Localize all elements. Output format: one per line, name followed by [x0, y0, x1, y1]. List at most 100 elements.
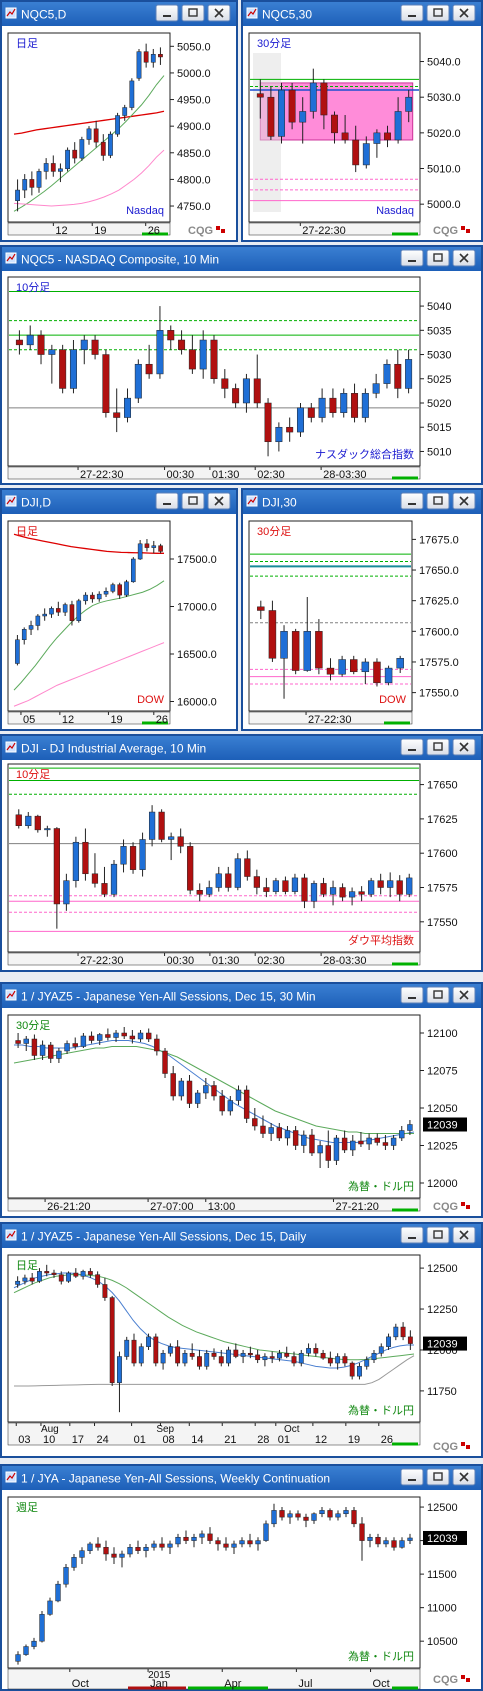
candle [342, 1353, 348, 1367]
candle [225, 866, 232, 892]
timeframe-label: 30分足 [16, 1019, 50, 1032]
y-tick-label: 12500 [427, 1263, 458, 1275]
close-button[interactable] [452, 1468, 476, 1486]
candle [210, 335, 218, 384]
minimize-button[interactable] [400, 986, 424, 1004]
maximize-button[interactable] [426, 1226, 450, 1244]
plot-area[interactable] [7, 1496, 421, 1669]
maximize-button[interactable] [181, 4, 205, 22]
candle [120, 839, 127, 873]
maximize-button[interactable] [426, 249, 450, 267]
candle [178, 1078, 185, 1101]
chart-window-nqc5-30: NQC5,30 5040.0 5030.0 5020.0 5010.0 5000.0 30分… [241, 0, 483, 242]
candle [221, 369, 229, 399]
plot-area[interactable] [7, 763, 421, 953]
candle [124, 579, 129, 597]
x-tick-label: 01:30 [212, 469, 240, 481]
close-button[interactable] [207, 492, 231, 510]
candle [399, 1537, 405, 1549]
candle [196, 883, 203, 902]
candle [396, 655, 404, 673]
candle [22, 1274, 28, 1285]
cqg-logo: CQG [433, 1201, 458, 1213]
candle [113, 388, 121, 433]
minimize-button[interactable] [155, 492, 179, 510]
x-tick-label: 00:30 [167, 469, 195, 481]
candle [327, 1508, 333, 1521]
close-button[interactable] [452, 738, 476, 756]
candle [146, 1333, 151, 1350]
maximize-button[interactable] [426, 4, 450, 22]
minimize-button[interactable] [400, 249, 424, 267]
x-tick-label: 01 [278, 1434, 290, 1446]
close-button[interactable] [452, 1226, 476, 1244]
candle [143, 43, 149, 68]
y-tick-label: 17550 [427, 917, 458, 929]
x-tick-label: 19 [348, 1434, 360, 1446]
close-button[interactable] [207, 4, 231, 22]
candle [131, 557, 136, 583]
candle [378, 1343, 384, 1357]
instrument-footnote: 為替・ドル円 [348, 1403, 414, 1417]
minimize-icon [408, 503, 416, 505]
x-tick-label: 28-03:30 [323, 469, 366, 481]
x-tick-label: 12 [55, 225, 67, 237]
close-icon [459, 253, 469, 263]
candle [186, 1075, 193, 1108]
candle [407, 1330, 413, 1350]
minimize-button[interactable] [400, 492, 424, 510]
y-tick-label: 11000 [427, 1603, 457, 1615]
timeframe-label: 日足 [16, 526, 38, 538]
candle [358, 886, 365, 902]
moving-average-line [13, 642, 165, 707]
minimize-button[interactable] [400, 738, 424, 756]
candle [291, 628, 300, 675]
window-title: 1 / JYAZ5 - Japanese Yen-All Sessions, D… [21, 990, 316, 1004]
minimize-button[interactable] [155, 4, 179, 22]
candle [39, 1040, 46, 1060]
candle [37, 330, 45, 365]
y-tick-label: 5025 [427, 374, 451, 386]
maximize-button[interactable] [181, 492, 205, 510]
candle [167, 325, 175, 350]
candle [286, 417, 294, 442]
minimize-button[interactable] [400, 1226, 424, 1244]
close-button[interactable] [452, 986, 476, 1004]
candle [194, 1090, 201, 1108]
candle [95, 1537, 101, 1551]
candle [59, 344, 67, 394]
candle [317, 1141, 323, 1168]
candle [23, 1036, 29, 1051]
candle [284, 1346, 290, 1359]
candle [139, 832, 146, 877]
candle [53, 827, 60, 929]
x-tick-label: 02:30 [257, 955, 285, 967]
candle [373, 658, 381, 687]
shaded-session [253, 53, 281, 212]
x-axis [248, 711, 413, 725]
plot-area[interactable] [7, 1014, 421, 1199]
x-period-label: 2015 [148, 1670, 171, 1681]
candle [156, 306, 164, 379]
close-button[interactable] [452, 4, 476, 22]
minimize-button[interactable] [400, 4, 424, 22]
close-button[interactable] [452, 492, 476, 510]
candle [199, 1530, 205, 1544]
maximize-button[interactable] [426, 492, 450, 510]
close-button[interactable] [452, 249, 476, 267]
instrument-footnote: DOW [137, 694, 165, 706]
candle [76, 598, 82, 623]
candle [394, 349, 402, 399]
candle [96, 591, 102, 602]
maximize-icon [433, 1472, 443, 1481]
minimize-button[interactable] [400, 1468, 424, 1486]
candle [368, 877, 375, 898]
candle [100, 134, 106, 161]
maximize-button[interactable] [426, 986, 450, 1004]
candle [226, 1346, 231, 1367]
candle [73, 1268, 79, 1278]
y-tick-label: 16500.0 [177, 649, 217, 661]
maximize-button[interactable] [426, 1468, 450, 1486]
x-axis [7, 1422, 421, 1446]
maximize-button[interactable] [426, 738, 450, 756]
